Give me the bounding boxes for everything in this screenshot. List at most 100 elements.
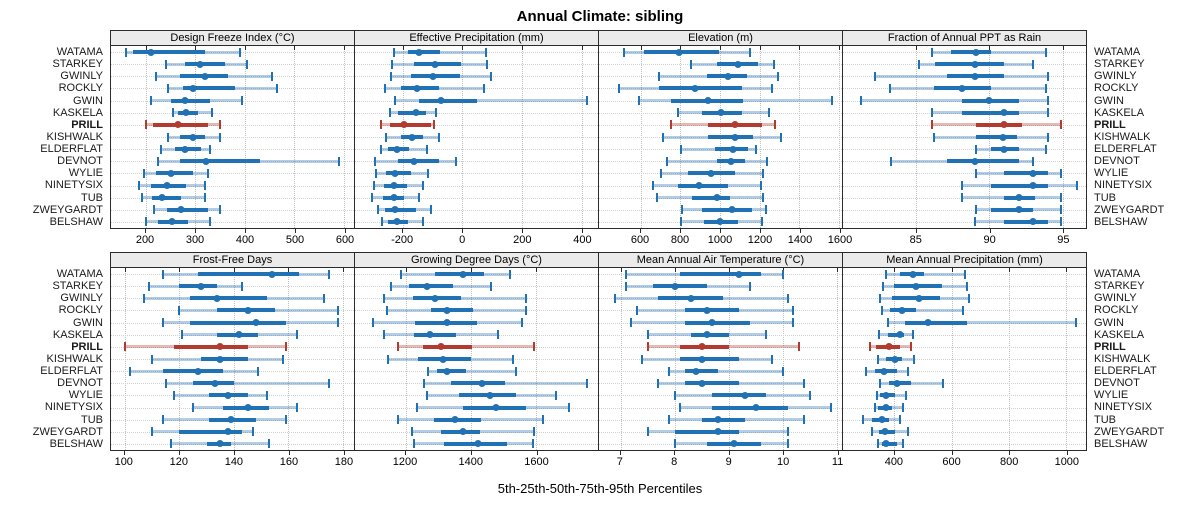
station-label: WATAMA	[56, 46, 103, 58]
axis-tick	[640, 229, 641, 233]
interval-cap	[171, 108, 174, 118]
interval-5-95	[428, 369, 517, 373]
row-guide	[355, 185, 598, 187]
row-guide	[355, 310, 598, 312]
top-tick	[680, 46, 682, 50]
interval-cap	[384, 83, 387, 93]
interval-25-75	[437, 369, 466, 374]
interval-25-75	[133, 50, 206, 55]
median-dot	[971, 157, 979, 165]
top-tick	[344, 46, 346, 50]
interval-cap	[426, 390, 429, 400]
interval-cap	[906, 427, 909, 437]
interval-cap	[375, 168, 378, 178]
interval-25-75	[430, 308, 474, 313]
row-guide	[843, 346, 1086, 348]
interval-cap	[508, 269, 511, 279]
interval-cap	[635, 305, 638, 315]
interval-cap	[482, 83, 485, 93]
row-guide	[111, 112, 354, 114]
median-dot	[731, 121, 739, 129]
row-guide	[843, 334, 1086, 336]
axis-tick	[145, 229, 146, 233]
interval-cap	[418, 193, 421, 203]
median-dot	[437, 343, 445, 351]
interval-cap	[641, 354, 644, 364]
station-label: GWINLY	[1094, 70, 1137, 83]
interval-cap	[808, 390, 811, 400]
axis-tick-label: 8	[671, 456, 678, 468]
interval-25-75	[179, 429, 243, 434]
interval-cap	[864, 366, 867, 376]
median-dot	[893, 379, 901, 387]
axis-tick	[915, 229, 917, 233]
median-dot	[741, 391, 749, 399]
interval-cap	[390, 59, 393, 69]
interval-cap	[680, 217, 683, 227]
interval-cap	[761, 168, 764, 178]
axis-tick-label: 95	[1057, 234, 1070, 246]
row-guide	[843, 149, 1086, 151]
median-dot	[391, 169, 399, 177]
top-tick	[343, 268, 345, 272]
interval-cap	[515, 366, 518, 376]
interval-cap	[380, 217, 383, 227]
median-dot	[896, 331, 904, 339]
interval-25-75	[182, 86, 235, 91]
interval-cap	[268, 439, 271, 449]
interval-cap	[486, 59, 489, 69]
panel-strip-title: Effective Precipitation (mm)	[354, 30, 599, 46]
interval-cap	[251, 427, 254, 437]
interval-cap	[773, 120, 776, 130]
interval-cap	[962, 305, 965, 315]
interval-cap	[209, 217, 212, 227]
station-label: ELDERFLAT	[1094, 365, 1157, 377]
median-dot	[189, 133, 197, 141]
interval-cap	[657, 378, 660, 388]
median-dot	[730, 440, 738, 448]
axis-tick	[800, 229, 801, 233]
interval-cap	[787, 439, 789, 449]
interval-cap	[797, 342, 800, 352]
median-dot	[224, 428, 232, 436]
axis-tick	[1009, 451, 1011, 455]
median-dot	[197, 282, 205, 290]
label-spacer	[1087, 30, 1197, 46]
row-guide	[843, 137, 1086, 138]
interval-cap	[660, 168, 663, 178]
interval-cap	[257, 366, 260, 376]
interval-5-95	[424, 381, 587, 385]
top-tick	[581, 46, 583, 50]
percentiles-caption: 5th-25th-50th-75th-95th Percentiles	[497, 481, 703, 496]
row-guide	[355, 298, 598, 300]
axis-tick	[343, 451, 345, 455]
median-dot	[201, 72, 209, 80]
axis-tick	[295, 229, 296, 233]
axis-tick-label: 7	[616, 456, 623, 468]
station-label: STARKEY	[52, 58, 103, 71]
median-dot	[168, 218, 175, 226]
axis-tick	[178, 451, 180, 455]
median-dot	[703, 331, 711, 339]
panel: Growing Degree Days (°C) 1200 1400 1600	[354, 252, 599, 471]
interval-cap	[787, 427, 789, 437]
interval-25-75	[170, 98, 211, 103]
station-labels-left: WATAMA STARKEY GWINLY ROCKLY GWIN KASKELA PRIL…	[0, 252, 110, 471]
interval-25-75	[976, 135, 1018, 139]
interval-cap	[888, 83, 891, 93]
median-dot	[196, 60, 204, 68]
axis-tick	[470, 451, 472, 455]
interval-cap	[690, 59, 693, 69]
median-dot	[1015, 194, 1023, 202]
top-tick	[1062, 46, 1064, 50]
median-dot	[878, 416, 886, 424]
axis-tick	[951, 451, 953, 455]
interval-cap	[902, 439, 905, 449]
interval-cap	[124, 47, 127, 57]
median-dot	[177, 206, 185, 214]
interval-cap	[877, 439, 880, 449]
interval-cap	[770, 83, 773, 93]
interval-5-95	[880, 381, 944, 385]
station-label: WYLIE	[1094, 389, 1129, 402]
row-guide	[599, 52, 842, 54]
